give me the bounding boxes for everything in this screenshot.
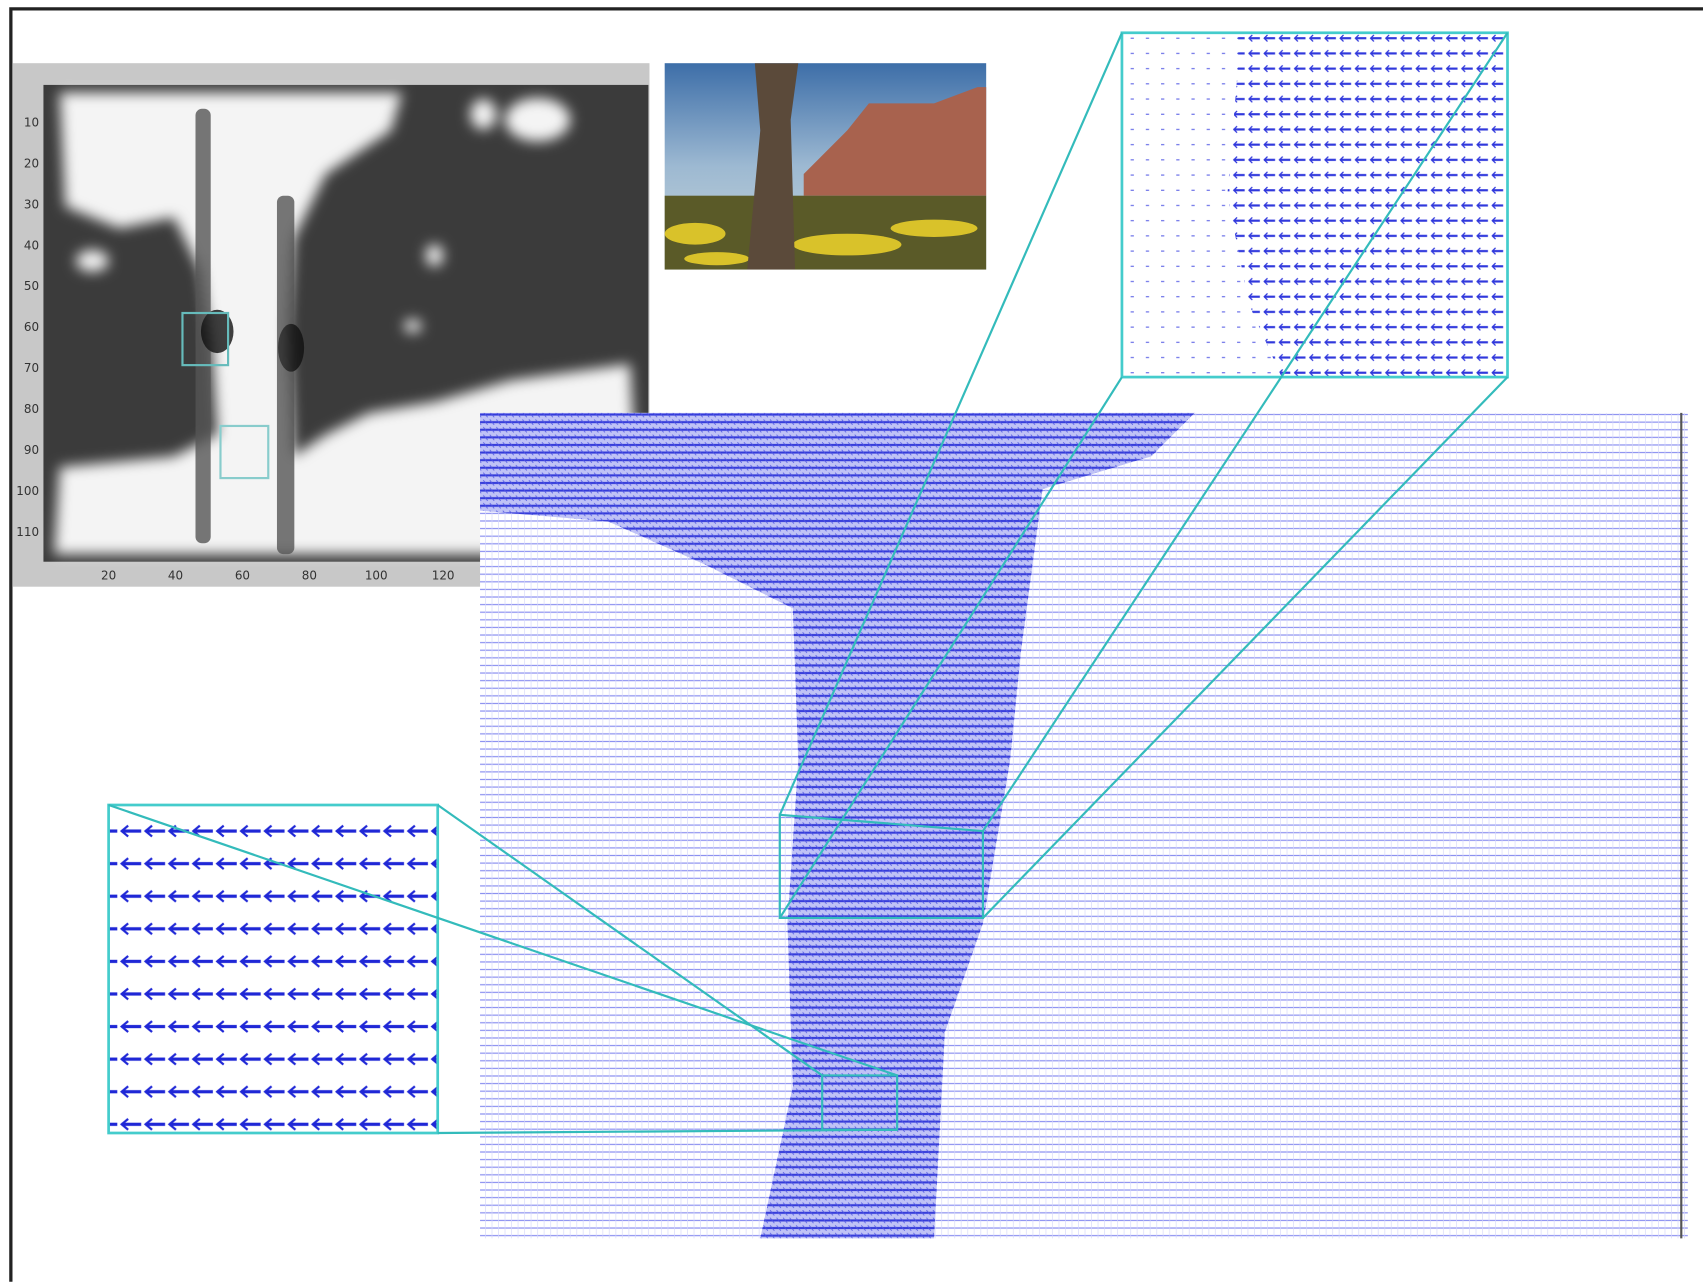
inset-border — [1120, 31, 1509, 379]
flow-field — [480, 412, 1688, 1239]
inset-border — [107, 803, 440, 1135]
connectors — [108, 32, 1509, 1135]
x-tick-label: 100 — [365, 568, 388, 582]
x-tick-label: 120 — [432, 568, 455, 582]
frame — [9, 7, 1703, 1282]
depth-map: 20 40 60 80 100 120 10 20 30 40 50 60 70 80 90 100 110 — [13, 63, 650, 587]
y-tick-label: 70 — [24, 361, 39, 375]
y-tick-label: 40 — [24, 238, 39, 252]
roi-box — [219, 424, 270, 480]
tree-trunk — [747, 63, 799, 270]
inset-arrows — [108, 805, 438, 1134]
inset-arrows — [1227, 32, 1508, 378]
y-tick-label: 50 — [24, 279, 39, 293]
y-tick-label: 90 — [24, 443, 39, 457]
x-tick-label: 40 — [168, 568, 183, 582]
tree-edges — [195, 108, 305, 555]
y-tick-label: 110 — [16, 525, 39, 539]
y-tick-label: 20 — [24, 156, 39, 170]
photo — [664, 63, 987, 270]
y-tick-label: 60 — [24, 320, 39, 334]
y-tick-label: 100 — [16, 484, 39, 498]
roi-box — [181, 311, 230, 367]
zoom-top — [1120, 31, 1509, 379]
flowers — [664, 219, 978, 266]
y-tick-label: 80 — [24, 402, 39, 416]
y-tick-label: 30 — [24, 197, 39, 211]
x-tick-label: 20 — [101, 568, 116, 582]
zoom-bottom — [107, 803, 440, 1135]
x-tick-label: 60 — [235, 568, 250, 582]
houses — [803, 87, 987, 196]
y-tick-label: 10 — [24, 115, 39, 129]
field-lower — [1172, 977, 1673, 1239]
x-tick-label: 80 — [302, 568, 317, 582]
